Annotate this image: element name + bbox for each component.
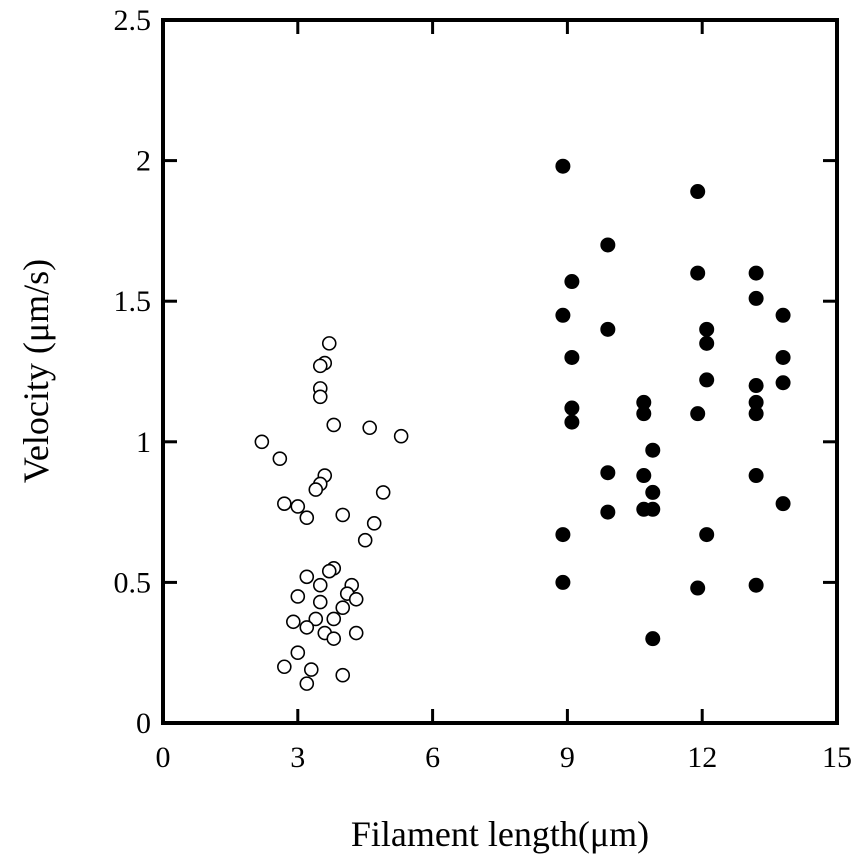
data-point-open [272, 451, 288, 466]
data-point-filled [748, 265, 764, 281]
data-point-open [308, 482, 324, 497]
data-point-open [357, 532, 373, 548]
data-point-filled [775, 496, 791, 512]
y-tick-label: 0 [136, 707, 151, 740]
data-point-filled [699, 372, 715, 388]
data-point-filled [600, 321, 616, 337]
data-point-filled [564, 274, 580, 290]
data-point-filled [555, 158, 571, 174]
data-point-open [321, 336, 337, 351]
data-point-filled [600, 504, 616, 520]
data-point-open [375, 485, 391, 500]
data-point-open [321, 563, 337, 579]
x-axis-title: Filament length(μm) [351, 814, 649, 854]
data-point-filled [775, 349, 791, 365]
data-point-filled [600, 237, 616, 253]
data-point-filled [748, 577, 764, 593]
data-point-filled [636, 468, 652, 484]
x-tick-label: 12 [687, 741, 717, 774]
data-point-filled [690, 580, 706, 596]
data-point-filled [748, 290, 764, 306]
data-point-open [326, 417, 342, 433]
data-points [254, 158, 791, 691]
x-tick-label: 3 [290, 741, 305, 774]
data-point-open [312, 594, 328, 610]
data-point-open [366, 516, 382, 531]
data-point-filled [690, 406, 706, 422]
data-point-filled [636, 406, 652, 422]
data-point-filled [645, 501, 661, 517]
data-point-open [326, 631, 342, 646]
data-point-open [326, 611, 342, 627]
data-point-open [286, 614, 301, 630]
data-point-filled [555, 527, 571, 543]
x-tick-label: 6 [425, 741, 440, 774]
y-tick-label: 2 [136, 145, 151, 178]
data-point-open [254, 434, 270, 450]
data-point-open [299, 620, 315, 635]
data-point-open [335, 667, 351, 683]
data-point-open [393, 428, 409, 444]
x-tick-label: 0 [156, 741, 171, 774]
data-point-filled [699, 527, 715, 543]
y-axis-title: Velocity (μm/s) [16, 259, 56, 483]
data-point-filled [748, 378, 764, 394]
data-point-filled [690, 265, 706, 281]
data-point-open [299, 676, 315, 691]
plot-frame [161, 18, 839, 725]
data-point-open [335, 507, 351, 523]
y-tick-label: 2.5 [114, 4, 152, 37]
data-point-open [290, 589, 306, 604]
data-point-filled [645, 442, 661, 458]
y-tick-label: 1.5 [114, 285, 152, 318]
data-point-open [299, 510, 315, 526]
data-point-open [312, 577, 328, 593]
data-point-open [312, 389, 328, 405]
data-point-open [277, 659, 292, 675]
data-point-open [348, 591, 364, 607]
data-point-filled [699, 321, 715, 337]
data-point-filled [748, 468, 764, 484]
data-point-open [335, 600, 351, 616]
data-point-filled [775, 375, 791, 391]
data-point-open [348, 625, 364, 641]
data-point-filled [555, 574, 571, 590]
data-point-filled [775, 307, 791, 323]
data-point-open [362, 420, 377, 436]
data-point-filled [645, 484, 661, 500]
x-tick-label: 15 [822, 741, 852, 774]
data-point-filled [564, 400, 580, 416]
data-point-filled [564, 414, 580, 430]
data-point-open [299, 569, 315, 585]
data-point-filled [690, 184, 706, 200]
data-point-filled [699, 335, 715, 351]
data-point-filled [600, 465, 616, 481]
data-point-open [312, 358, 328, 374]
data-point-open [290, 499, 306, 514]
y-tick-label: 1 [136, 426, 151, 459]
data-point-filled [645, 631, 661, 647]
data-point-filled [748, 406, 764, 422]
data-point-filled [564, 349, 580, 365]
axis-tick-labels: 0 3 6 9 12 15 0 0.5 1 1.5 2 2.5 [114, 4, 853, 774]
axis-ticks [161, 18, 839, 725]
x-tick-label: 9 [560, 741, 575, 774]
data-point-open [303, 662, 319, 677]
data-point-filled [555, 307, 571, 323]
data-point-open [308, 611, 324, 627]
y-tick-label: 0.5 [114, 566, 152, 599]
data-point-open [290, 645, 306, 661]
data-point-open [277, 496, 292, 511]
